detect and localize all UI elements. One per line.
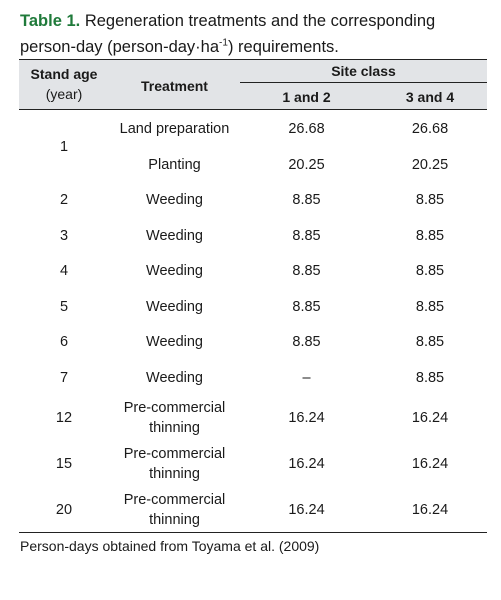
cell-stand-age: 6 (59, 334, 69, 350)
table-footnote: Person-days obtained from Toyama et al. … (20, 538, 320, 554)
cell-treatment: Weeding (146, 299, 203, 315)
data-table: Stand age (year) Treatment Site class 1 … (19, 59, 487, 533)
table-top-rule (19, 59, 487, 60)
cell-site-1-2: 8.85 (292, 299, 321, 315)
cell-site-3-4: 8.85 (415, 263, 445, 279)
table-label: Table 1. (20, 12, 81, 30)
cell-treatment: Weeding (146, 370, 203, 386)
header-treatment: Treatment (141, 78, 208, 94)
cell-stand-age: 2 (59, 192, 69, 208)
cell-treatment: Planting (148, 157, 201, 173)
cell-stand-age: 15 (55, 456, 73, 472)
cell-treatment: Weeding (146, 263, 203, 279)
cell-site-3-4: 16.24 (411, 502, 449, 518)
header-class-1-2: 1 and 2 (282, 89, 331, 105)
caption-superscript: -1 (219, 37, 228, 48)
table-header (19, 59, 487, 109)
cell-site-3-4: 8.85 (415, 192, 445, 208)
cell-treatment: Pre-commercial (123, 400, 226, 416)
header-class-3-4: 3 and 4 (405, 89, 455, 105)
cell-treatment: Weeding (146, 334, 203, 350)
cell-site-3-4: 20.25 (411, 157, 449, 173)
site-class-rule (240, 82, 487, 83)
cell-site-3-4: 26.68 (411, 121, 449, 137)
caption-text-line1: Regeneration treatments and the correspo… (84, 12, 436, 30)
caption-text-line2: person-day (person-day·ha-1) requirement… (20, 37, 339, 56)
cell-stand-age: 7 (59, 370, 69, 386)
cell-site-1-2: 26.68 (288, 121, 325, 137)
header-stand-age: Stand age (30, 66, 98, 82)
cell-site-1-2: 8.85 (292, 192, 321, 208)
cell-site-1-2: – (302, 370, 311, 386)
cell-site-1-2: 20.25 (288, 157, 325, 173)
cell-stand-age: 1 (59, 139, 69, 155)
cell-stand-age: 20 (55, 502, 73, 518)
cell-stand-age: 12 (55, 410, 73, 426)
cell-site-1-2: 16.24 (288, 410, 325, 426)
cell-site-1-2: 8.85 (292, 263, 321, 279)
header-bottom-rule (19, 109, 487, 110)
cell-site-1-2: 8.85 (292, 228, 321, 244)
cell-treatment: Weeding (146, 192, 203, 208)
cell-site-1-2: 16.24 (288, 502, 325, 518)
cell-treatment: Land preparation (119, 121, 230, 137)
cell-stand-age: 4 (59, 263, 69, 279)
cell-site-1-2: 8.85 (292, 334, 321, 350)
cell-treatment: Pre-commercial (123, 446, 226, 462)
cell-stand-age: 5 (59, 299, 69, 315)
cell-site-1-2: 16.24 (288, 456, 325, 472)
cell-site-3-4: 8.85 (415, 228, 445, 244)
cell-treatment-cont: thinning (149, 466, 200, 482)
cell-treatment: Pre-commercial (123, 492, 226, 508)
cell-treatment: Weeding (146, 228, 203, 244)
cell-site-3-4: 8.85 (415, 334, 445, 350)
cell-site-3-4: 16.24 (411, 456, 449, 472)
cell-site-3-4: 8.85 (415, 299, 445, 315)
cell-stand-age: 3 (59, 228, 69, 244)
cell-treatment-cont: thinning (149, 420, 200, 436)
header-stand-age-unit: (year) (45, 86, 83, 102)
table-caption: Table 1. Regeneration treatments and the… (20, 11, 488, 58)
cell-treatment-cont: thinning (149, 512, 200, 528)
cell-site-3-4: 16.24 (411, 410, 449, 426)
cell-site-3-4: 8.85 (415, 370, 445, 386)
header-site-class: Site class (331, 63, 396, 79)
table-bottom-rule (19, 532, 487, 533)
